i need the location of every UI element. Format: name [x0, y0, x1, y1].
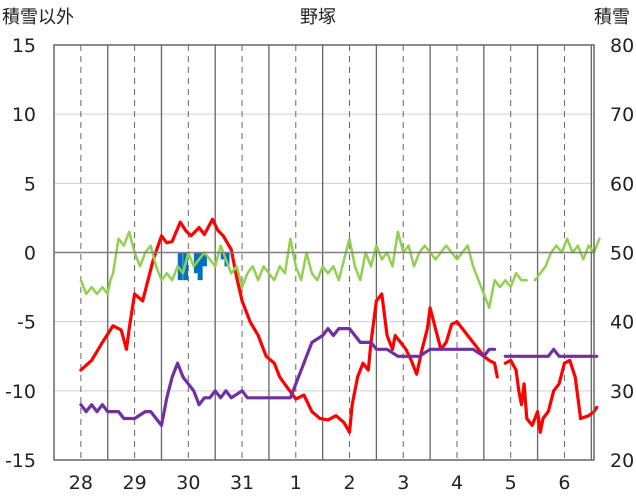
right-tick-label: 50 — [610, 243, 634, 265]
left-tick-label: -10 — [5, 381, 36, 403]
right-tick-label: 60 — [610, 173, 634, 195]
x-axis: 28 29 30 31 1 2 3 4 5 6 — [69, 472, 571, 494]
x-tick-label: 1 — [290, 472, 302, 494]
right-tick-label: 70 — [610, 104, 634, 126]
right-tick-label: 80 — [610, 35, 634, 57]
left-tick-label: 0 — [24, 243, 36, 265]
x-tick-label: 4 — [451, 472, 463, 494]
precip-bar — [197, 252, 203, 281]
right-axis: 80 70 60 50 40 30 20 — [610, 35, 634, 472]
series-line — [79, 217, 499, 434]
x-tick-label: 2 — [343, 472, 355, 494]
left-axis: 15 10 5 0 -5 -10 -15 — [5, 35, 36, 472]
x-tick-label: 31 — [230, 472, 254, 494]
x-tick-label: 3 — [397, 472, 409, 494]
left-axis-label: 積雪以外 — [2, 7, 74, 28]
right-axis-label: 積雪 — [594, 7, 630, 28]
x-tick-label: 29 — [123, 472, 147, 494]
x-tick-label: 5 — [505, 472, 517, 494]
series-lines — [79, 217, 601, 434]
series-line — [533, 237, 601, 282]
left-tick-label: -5 — [17, 312, 36, 334]
series-line — [79, 327, 497, 427]
left-tick-label: 15 — [12, 35, 36, 57]
chart-title: 野塚 — [300, 7, 336, 28]
precip-bar — [177, 252, 183, 281]
right-tick-label: 40 — [610, 312, 634, 334]
x-tick-label: 6 — [558, 472, 570, 494]
left-tick-label: -15 — [5, 450, 36, 472]
precip-bar — [201, 252, 207, 267]
series-line — [503, 358, 599, 434]
x-tick-label: 30 — [176, 472, 200, 494]
x-tick-label: 28 — [69, 472, 93, 494]
series-line — [79, 230, 529, 310]
left-tick-label: 5 — [24, 173, 36, 195]
series-line — [503, 347, 599, 358]
right-tick-label: 30 — [610, 381, 634, 403]
right-tick-label: 20 — [610, 450, 634, 472]
left-tick-label: 10 — [12, 104, 36, 126]
